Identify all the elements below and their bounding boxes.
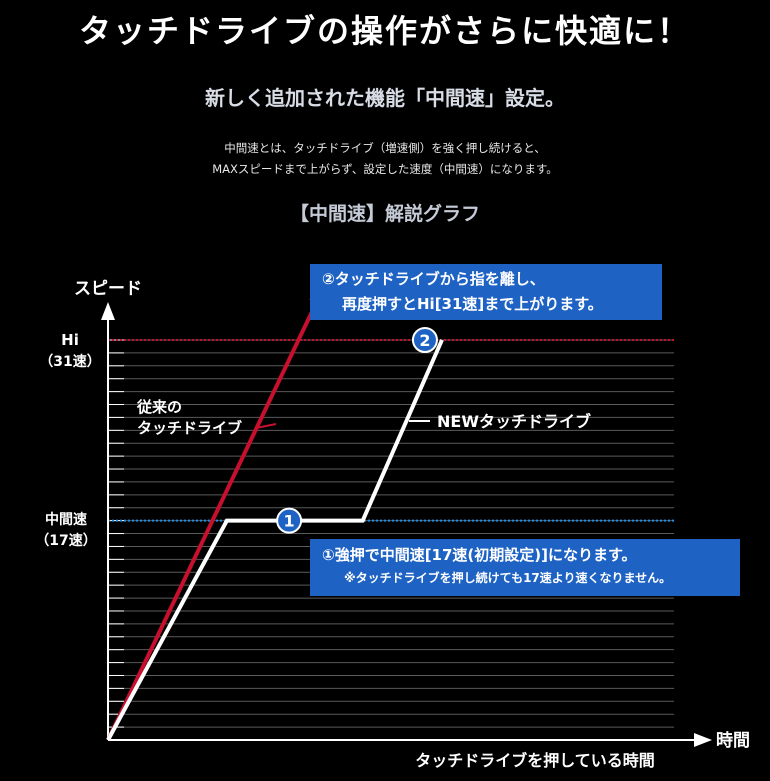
- description: 中間速とは、タッチドライブ（増速側）を強く押し続けると、 MAXスピードまで上が…: [0, 138, 770, 180]
- y-axis-arrow: [101, 302, 115, 320]
- y-axis-label: スピード: [74, 279, 142, 299]
- legend-old-line1: 従来の: [136, 398, 182, 416]
- gridlines: [108, 339, 674, 728]
- callout-step-1-line-2: ※タッチドライブを押し続けても17速より速くなりません。: [344, 571, 672, 585]
- step-marker-label: 1: [284, 512, 295, 531]
- x-axis-label: 時間: [716, 730, 750, 751]
- step-marker-label: 2: [419, 331, 430, 350]
- x-axis-caption: タッチドライブを押している時間: [415, 751, 655, 770]
- markers: 12: [276, 327, 438, 534]
- y-level-sub-mid: （17速）: [35, 532, 96, 549]
- y-level-label-mid: 中間速: [45, 511, 87, 528]
- step-marker: [276, 507, 303, 534]
- step-marker: [411, 327, 438, 353]
- graph-title: 【中間速】解説グラフ: [289, 203, 480, 225]
- legend-new: NEWタッチドライブ: [437, 412, 591, 431]
- headline: タッチドライブの操作がさらに快適に！: [78, 12, 691, 50]
- legend-old-line2: タッチドライブ: [137, 419, 242, 437]
- callout-step-2: ②タッチドライブから指を離し、 再度押すとHi[31速]まで上がります。: [310, 264, 662, 320]
- callout-step-2-line-2: 再度押すとHi[31速]まで上がります。: [342, 295, 603, 313]
- callout-step-2-line-1: ②タッチドライブから指を離し、: [322, 270, 545, 288]
- description-line-1: 中間速とは、タッチドライブ（増速側）を強く押し続けると、: [224, 141, 546, 155]
- series-lines: [106, 287, 444, 741]
- callout-step-1: ①強押で中間速[17速(初期設定)]になります。 ※タッチドライブを押し続けても…: [310, 539, 740, 596]
- y-level-label-hi: Hi: [61, 331, 79, 349]
- y-level-sub-hi: （31速）: [39, 353, 100, 370]
- subheadline: 新しく追加された機能「中間速」設定。: [205, 86, 565, 110]
- legend-old-pointer: [255, 423, 277, 429]
- x-axis-arrow: [694, 733, 712, 747]
- description-line-2: MAXスピードまで上がらず、設定した速度（中間速）になります。: [212, 162, 558, 176]
- callout-step-1-line-1: ①強押で中間速[17速(初期設定)]になります。: [322, 546, 637, 564]
- series-old-line: [106, 287, 325, 741]
